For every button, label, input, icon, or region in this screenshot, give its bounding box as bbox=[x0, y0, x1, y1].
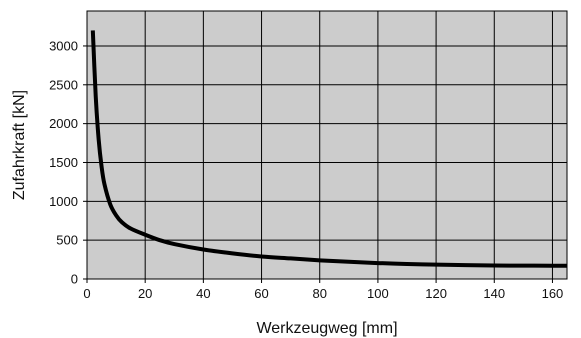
y-tick-label: 0 bbox=[71, 272, 78, 287]
y-axis-title: Zufahrkraft [kN] bbox=[11, 90, 28, 200]
x-axis-title: Werkzeugweg [mm] bbox=[256, 320, 397, 337]
x-tick-label: 120 bbox=[425, 286, 447, 301]
y-tick-label: 3000 bbox=[49, 38, 78, 53]
x-tick-label: 100 bbox=[367, 286, 389, 301]
y-tick-label: 2000 bbox=[49, 116, 78, 131]
x-tick-label: 40 bbox=[196, 286, 210, 301]
x-tick-label: 20 bbox=[138, 286, 152, 301]
x-axis-ticks: 0 20 40 60 80 100 120 140 160 bbox=[83, 279, 563, 301]
y-tick-label: 2500 bbox=[49, 77, 78, 92]
y-tick-label: 500 bbox=[56, 233, 78, 248]
plot-frame bbox=[86, 10, 568, 280]
plot-area bbox=[87, 11, 567, 279]
series-line bbox=[90, 30, 568, 268]
vertical-gridlines bbox=[144, 11, 553, 279]
x-tick-label: 140 bbox=[483, 286, 505, 301]
x-tick-label: 60 bbox=[254, 286, 268, 301]
x-tick-label: 80 bbox=[312, 286, 326, 301]
y-axis-ticks: 0 500 1000 1500 2000 2500 3000 bbox=[49, 38, 87, 287]
y-tick-label: 1000 bbox=[49, 194, 78, 209]
y-tick-label: 1500 bbox=[49, 155, 78, 170]
x-tick-label: 0 bbox=[83, 286, 90, 301]
horizontal-gridlines bbox=[87, 45, 567, 241]
x-tick-label: 160 bbox=[542, 286, 564, 301]
